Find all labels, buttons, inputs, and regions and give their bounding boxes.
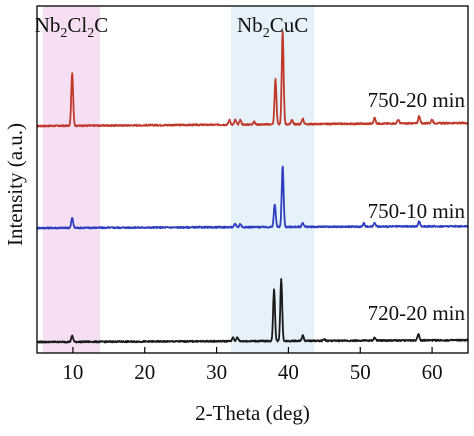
series-label-1: 750-20 min bbox=[368, 88, 466, 112]
x-axis-label: 2-Theta (deg) bbox=[195, 401, 310, 425]
series-label-3: 720-20 min bbox=[368, 301, 466, 325]
series-line-2 bbox=[36, 165, 469, 230]
chart-labels: Nb2Cl2C Nb2CuC 750-20 min 750-10 min 720-20 … bbox=[35, 13, 466, 325]
series-line-3 bbox=[36, 278, 469, 344]
series-label-2: 750-10 min bbox=[368, 199, 466, 223]
x-axis-ticks: 10 20 30 40 50 60 bbox=[62, 347, 443, 384]
highlight-region-1 bbox=[42, 6, 101, 353]
highlight-regions bbox=[42, 6, 315, 353]
x-tick-label: 40 bbox=[278, 360, 299, 384]
plot-frame bbox=[36, 5, 469, 354]
region-label-2: Nb2CuC bbox=[237, 13, 308, 41]
region-label-1: Nb2Cl2C bbox=[35, 13, 109, 41]
x-tick-label: 50 bbox=[350, 360, 371, 384]
x-tick-label: 10 bbox=[62, 360, 83, 384]
y-axis-label: Intensity (a.u.) bbox=[3, 123, 27, 246]
x-tick-label: 30 bbox=[206, 360, 227, 384]
x-tick-label: 60 bbox=[422, 360, 443, 384]
series-lines bbox=[36, 30, 469, 344]
series-line-1 bbox=[36, 30, 469, 128]
x-tick-label: 20 bbox=[134, 360, 155, 384]
highlight-region-2 bbox=[230, 6, 315, 353]
